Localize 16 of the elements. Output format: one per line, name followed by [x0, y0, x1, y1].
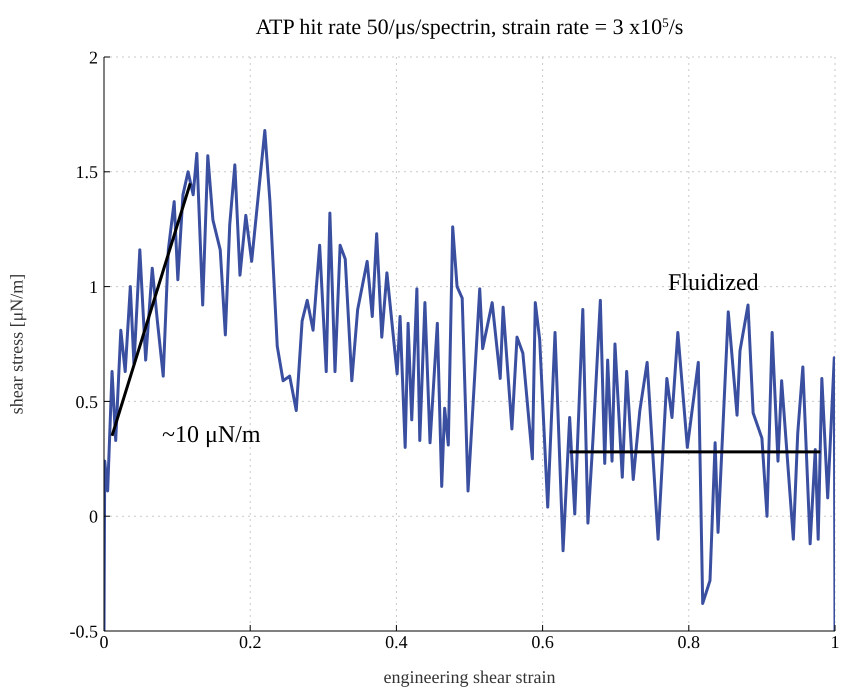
annotation: Fluidized: [668, 270, 759, 297]
y-tick-label: 0: [89, 506, 98, 527]
y-tick-label: 1.5: [76, 162, 98, 182]
y-tick-label: 1: [89, 276, 98, 297]
y-tick-label: -0.5: [70, 621, 98, 642]
x-axis-title: engineering shear strain: [384, 667, 556, 687]
x-tick-label: 0.4: [385, 632, 408, 652]
y-tick-label: 2: [89, 47, 98, 68]
chart-title: ATP hit rate 50/μs/spectrin, strain rate = 3 x10$^{5}$/s: [256, 14, 684, 39]
x-tick-label: 1: [830, 632, 840, 652]
x-tick-label: 0.6: [531, 632, 554, 652]
y-tick-label: 0.5: [76, 392, 98, 412]
x-tick-label: 0.2: [238, 632, 262, 652]
y-axis-title: shear stress [μN/m]: [6, 274, 26, 414]
x-tick-label: 0.8: [678, 632, 700, 652]
annotation: ~10 μN/m: [162, 422, 261, 449]
